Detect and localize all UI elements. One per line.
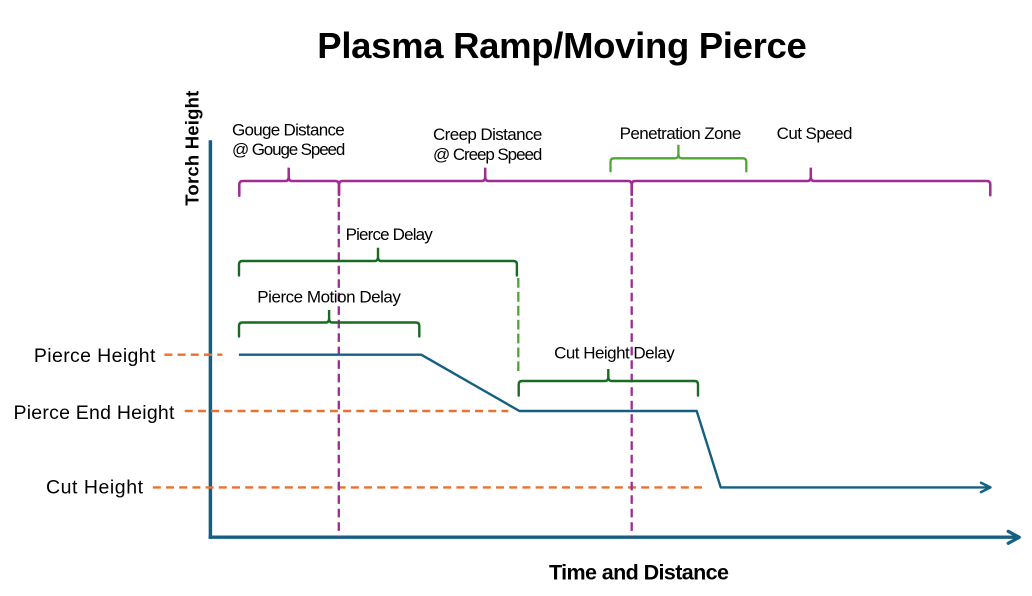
svg-text:Penetration Zone: Penetration Zone [620,124,742,143]
svg-text:Cut Speed: Cut Speed [777,124,853,143]
svg-text:@ Gouge Speed: @ Gouge Speed [232,140,345,159]
svg-text:Pierce End Height: Pierce End Height [14,402,175,424]
svg-text:Pierce Height: Pierce Height [34,345,156,367]
svg-text:@ Creep Speed: @ Creep Speed [433,145,542,164]
svg-text:Time and Distance: Time and Distance [549,561,729,585]
svg-text:Gouge Distance: Gouge Distance [232,121,345,140]
svg-text:Pierce Delay: Pierce Delay [346,225,434,244]
svg-text:Pierce Motion Delay: Pierce Motion Delay [257,287,401,306]
svg-text:Torch Height: Torch Height [182,91,203,206]
svg-text:Cut Height Delay: Cut Height Delay [554,344,675,363]
svg-text:Cut Height: Cut Height [46,476,144,498]
svg-text:Creep Distance: Creep Distance [433,125,542,144]
svg-text:Plasma Ramp/Moving Pierce: Plasma Ramp/Moving Pierce [317,25,807,66]
